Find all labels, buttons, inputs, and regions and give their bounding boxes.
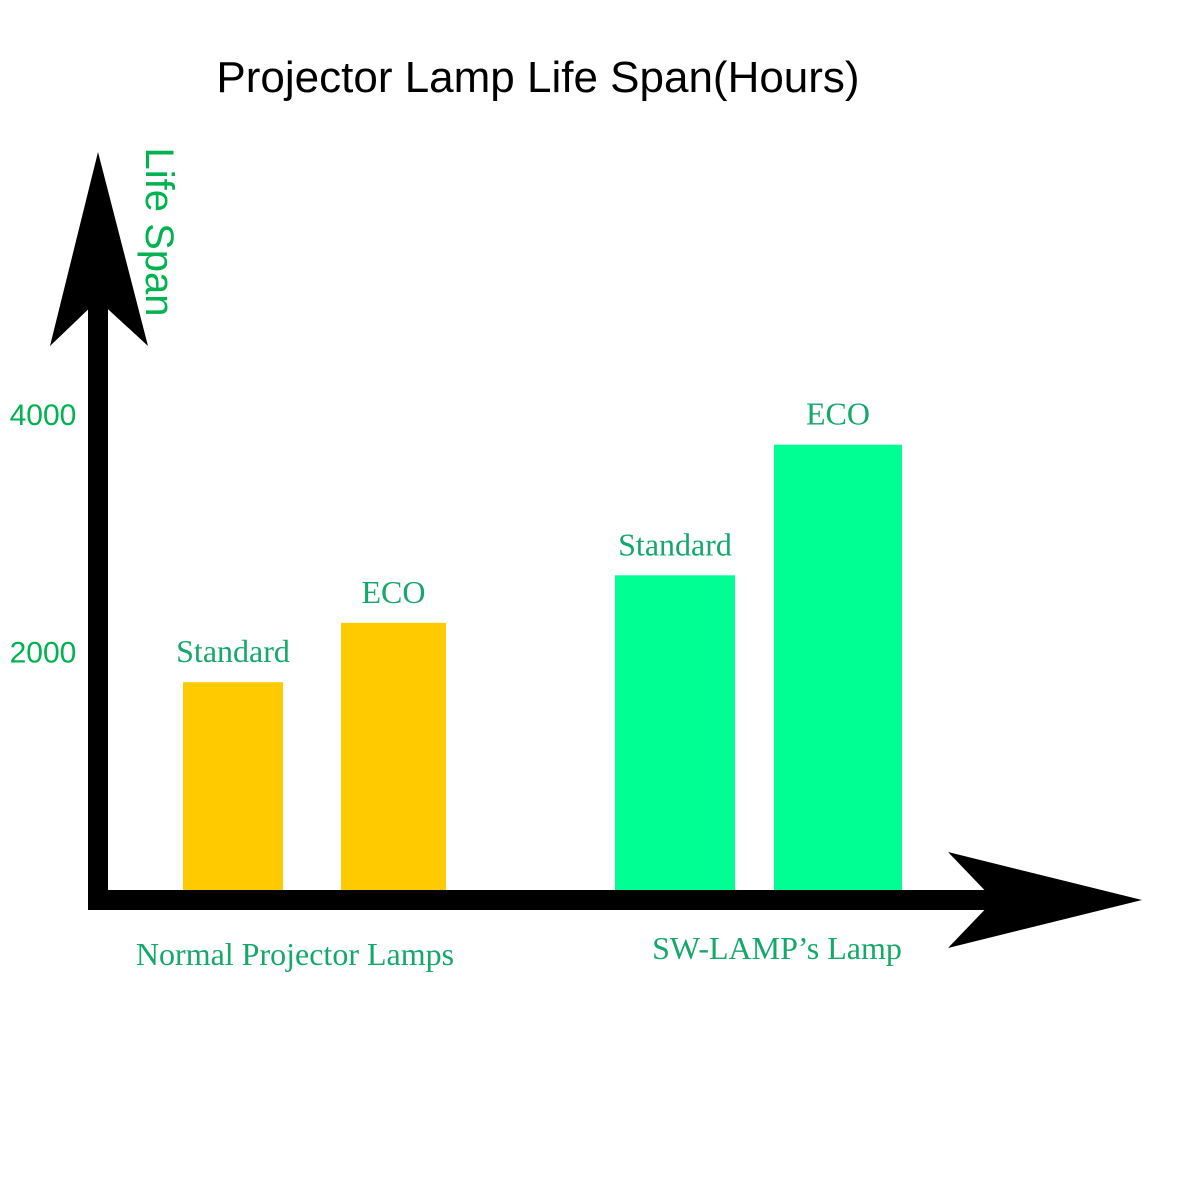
- bar-1-0: [615, 575, 735, 890]
- bar-label-1-0: Standard: [618, 526, 732, 562]
- ticks-layer: 2000 4000: [10, 399, 77, 670]
- bar-label-0-1: ECO: [362, 574, 426, 610]
- bar-label-1-1: ECO: [806, 396, 870, 432]
- bar-0-1: [341, 622, 446, 890]
- y-tick-label-0: 2000: [10, 637, 77, 670]
- x-axis-line: [88, 890, 998, 910]
- y-axis-arrow: [50, 152, 148, 346]
- y-axis-label: Life Span: [137, 147, 181, 316]
- y-axis-line: [88, 290, 108, 910]
- group-label-0: Normal Projector Lamps: [136, 936, 454, 972]
- bar-1-1: [774, 444, 902, 890]
- bar-label-0-0: Standard: [176, 633, 290, 669]
- bars-layer: [183, 444, 902, 890]
- y-tick-label-1: 4000: [10, 399, 77, 432]
- group-label-1: SW-LAMP’s Lamp: [652, 930, 902, 966]
- x-axis-arrow: [948, 852, 1142, 948]
- chart-title: Projector Lamp Life Span(Hours): [216, 53, 859, 102]
- axes: [50, 152, 1142, 948]
- labels-layer: Standard ECO Normal Projector Lamps Standar…: [136, 396, 902, 972]
- bar-0-0: [183, 682, 283, 890]
